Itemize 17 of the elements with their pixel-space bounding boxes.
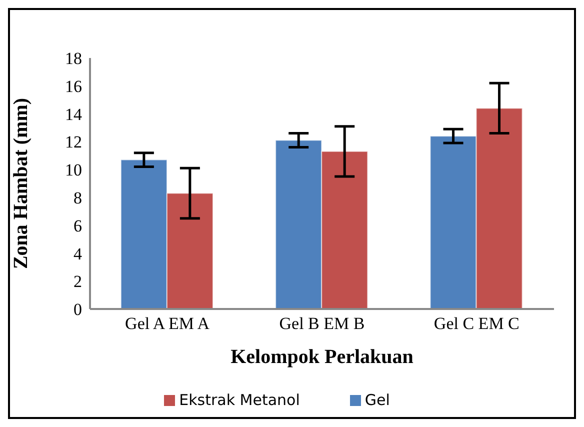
y-tick-label: 16 — [65, 76, 82, 96]
x-tick-label: Gel C EM C — [434, 314, 520, 334]
y-tick-label: 18 — [65, 49, 82, 68]
y-tick-label: 6 — [74, 216, 82, 236]
y-tick-label: 12 — [65, 132, 82, 152]
y-tick-label: 2 — [74, 272, 82, 292]
y-tick-label: 4 — [74, 244, 82, 264]
y-tick-label: 14 — [65, 104, 82, 124]
y-tick-label: 10 — [65, 160, 82, 180]
x-tick-label: Gel B EM B — [279, 314, 365, 334]
x-axis-title: Kelompok Perlakuan — [230, 346, 414, 368]
x-tick-label: Gel A EM A — [125, 314, 210, 334]
y-tick-label: 8 — [74, 188, 82, 208]
y-tick-label: 0 — [74, 300, 82, 320]
legend-label: Gel — [364, 391, 390, 409]
legend-label: Ekstrak Metanol — [179, 391, 300, 409]
y-axis-title: Zona Hambat (mm) — [10, 98, 32, 270]
